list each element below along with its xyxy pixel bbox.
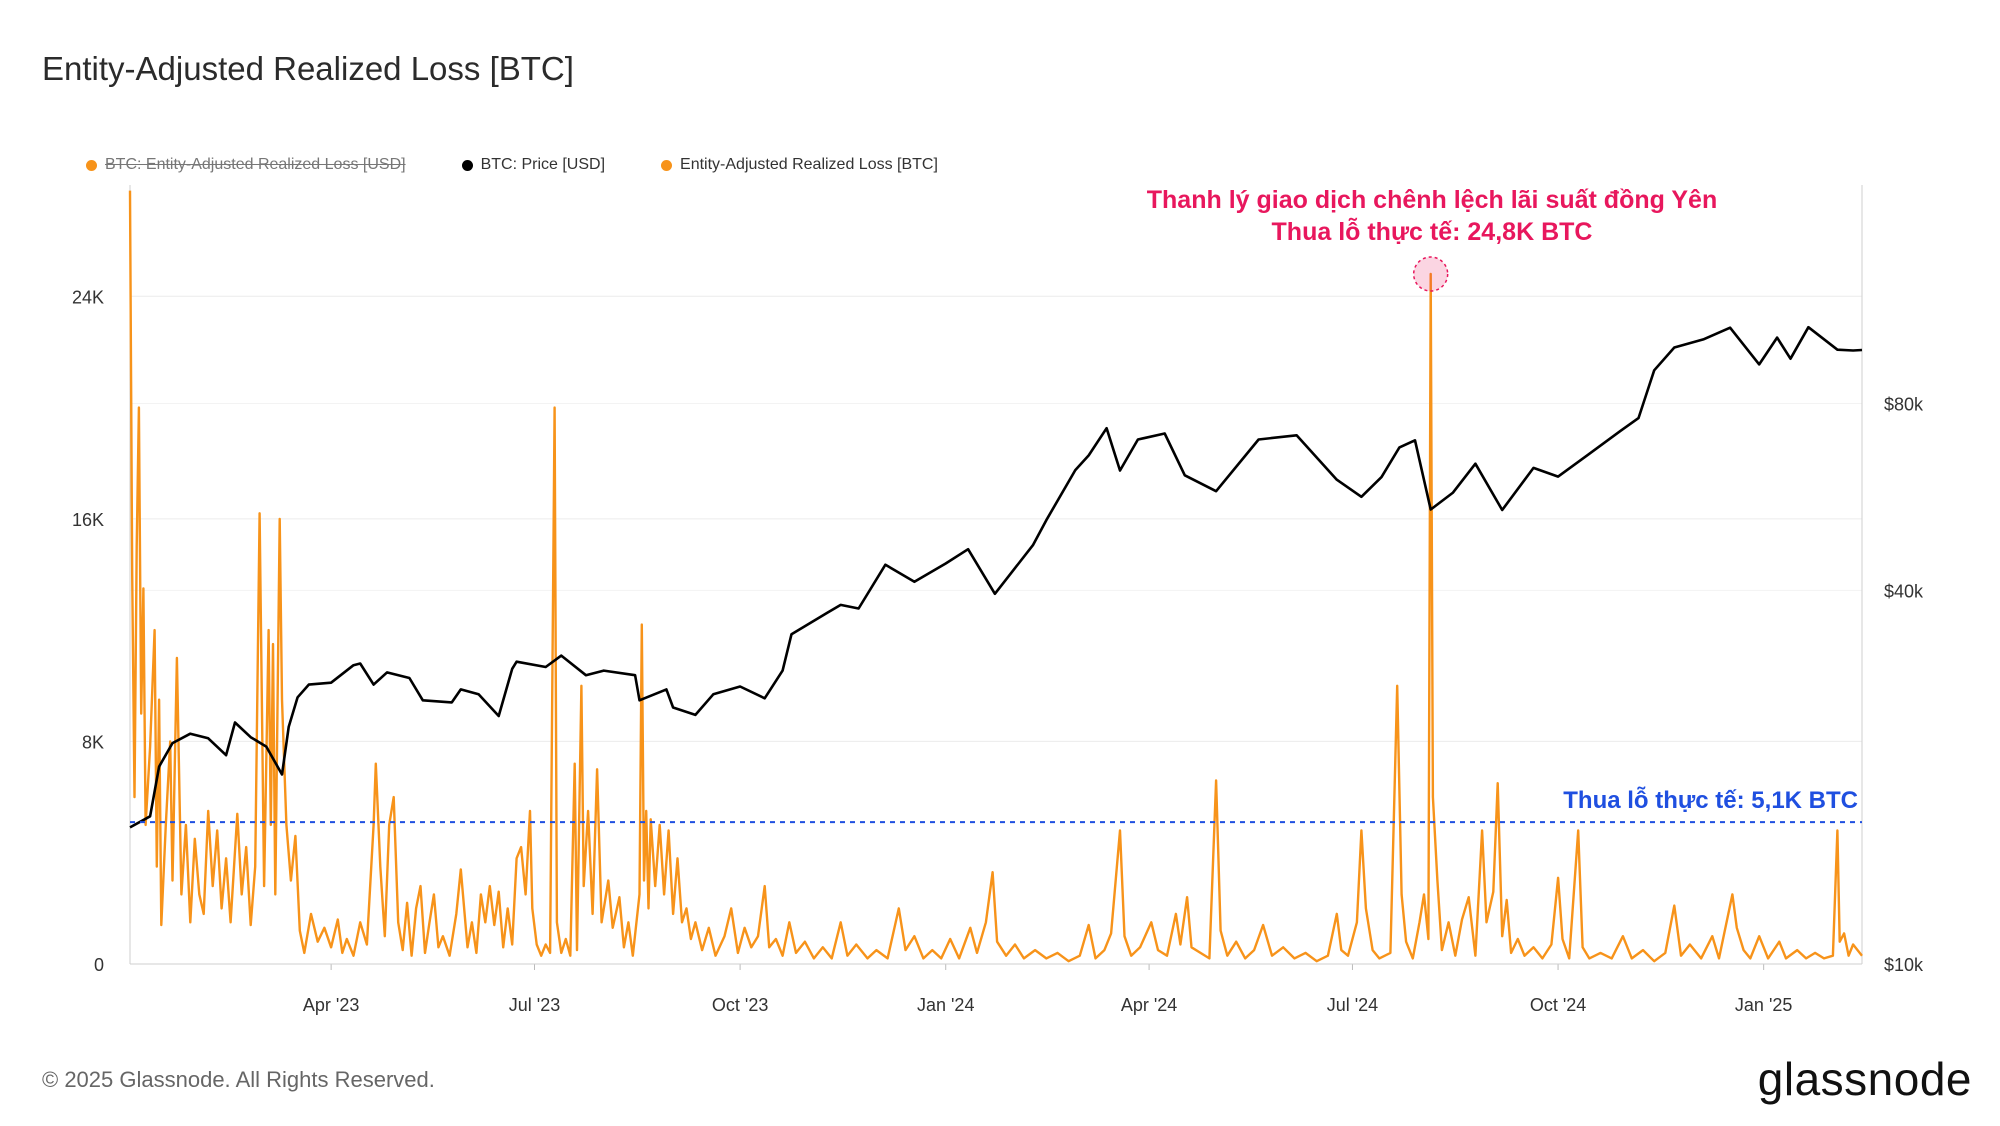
legend: BTC: Entity-Adjusted Realized Loss [USD]…	[86, 156, 938, 174]
axes: 0 8K 16K 24K $10k $40k $80k Apr '23 Jul '23 Oct '…	[72, 185, 1924, 1015]
left-tick-label: 8K	[82, 732, 104, 752]
x-tick-label: Jul '23	[509, 995, 560, 1015]
x-tick-label: Jan '24	[917, 995, 974, 1015]
right-tick-label: $80k	[1884, 395, 1924, 415]
legend-item-usd-loss[interactable]: BTC: Entity-Adjusted Realized Loss [USD]	[86, 156, 406, 174]
x-tick-label: Apr '24	[1121, 995, 1177, 1015]
x-tick-label: Apr '23	[303, 995, 359, 1015]
annotation-value: Thua lỗ thực tế: 24,8K BTC	[1272, 216, 1593, 246]
series-line-realized-loss-btc	[128, 190, 1863, 963]
legend-item-btc-loss[interactable]: Entity-Adjusted Realized Loss [BTC]	[661, 156, 938, 174]
annotation-title: Thanh lý giao dịch chênh lệch lãi suất đ…	[1147, 186, 1717, 214]
grid-lines	[130, 295, 1862, 965]
x-tick-label: Oct '24	[1530, 995, 1586, 1015]
brand-logo: glassnode	[1757, 1053, 1972, 1105]
x-tick-label: Jul '24	[1327, 995, 1378, 1015]
copyright-text: © 2025 Glassnode. All Rights Reserved.	[42, 1067, 435, 1092]
left-tick-label: 24K	[72, 287, 104, 307]
legend-label-price: BTC: Price [USD]	[480, 156, 606, 173]
annotation-marker	[1412, 256, 1449, 292]
legend-dot-usd-loss	[86, 159, 97, 171]
x-tick-label: Jan '25	[1735, 995, 1792, 1015]
annotation-layer: Thua lỗ thực tế: 5,1K BTC Thanh lý giao d…	[130, 186, 1862, 824]
left-tick-label: 0	[94, 955, 104, 975]
reference-line-label: Thua lỗ thực tế: 5,1K BTC	[1563, 786, 1858, 814]
left-tick-label: 16K	[72, 510, 104, 530]
legend-label-btc-loss: Entity-Adjusted Realized Loss [BTC]	[680, 156, 938, 173]
series-line-btc-price	[129, 325, 1863, 829]
series-layer	[128, 190, 1863, 963]
legend-dot-btc-loss	[661, 159, 673, 171]
x-tick-label: Oct '23	[712, 995, 768, 1015]
legend-item-price[interactable]: BTC: Price [USD]	[461, 156, 606, 174]
legend-label-usd-loss: BTC: Entity-Adjusted Realized Loss [USD]	[105, 156, 406, 173]
right-tick-label: $10k	[1884, 955, 1924, 975]
right-tick-label: $40k	[1884, 581, 1924, 601]
page-title: Entity-Adjusted Realized Loss [BTC]	[42, 50, 574, 87]
legend-dot-price	[461, 159, 473, 171]
